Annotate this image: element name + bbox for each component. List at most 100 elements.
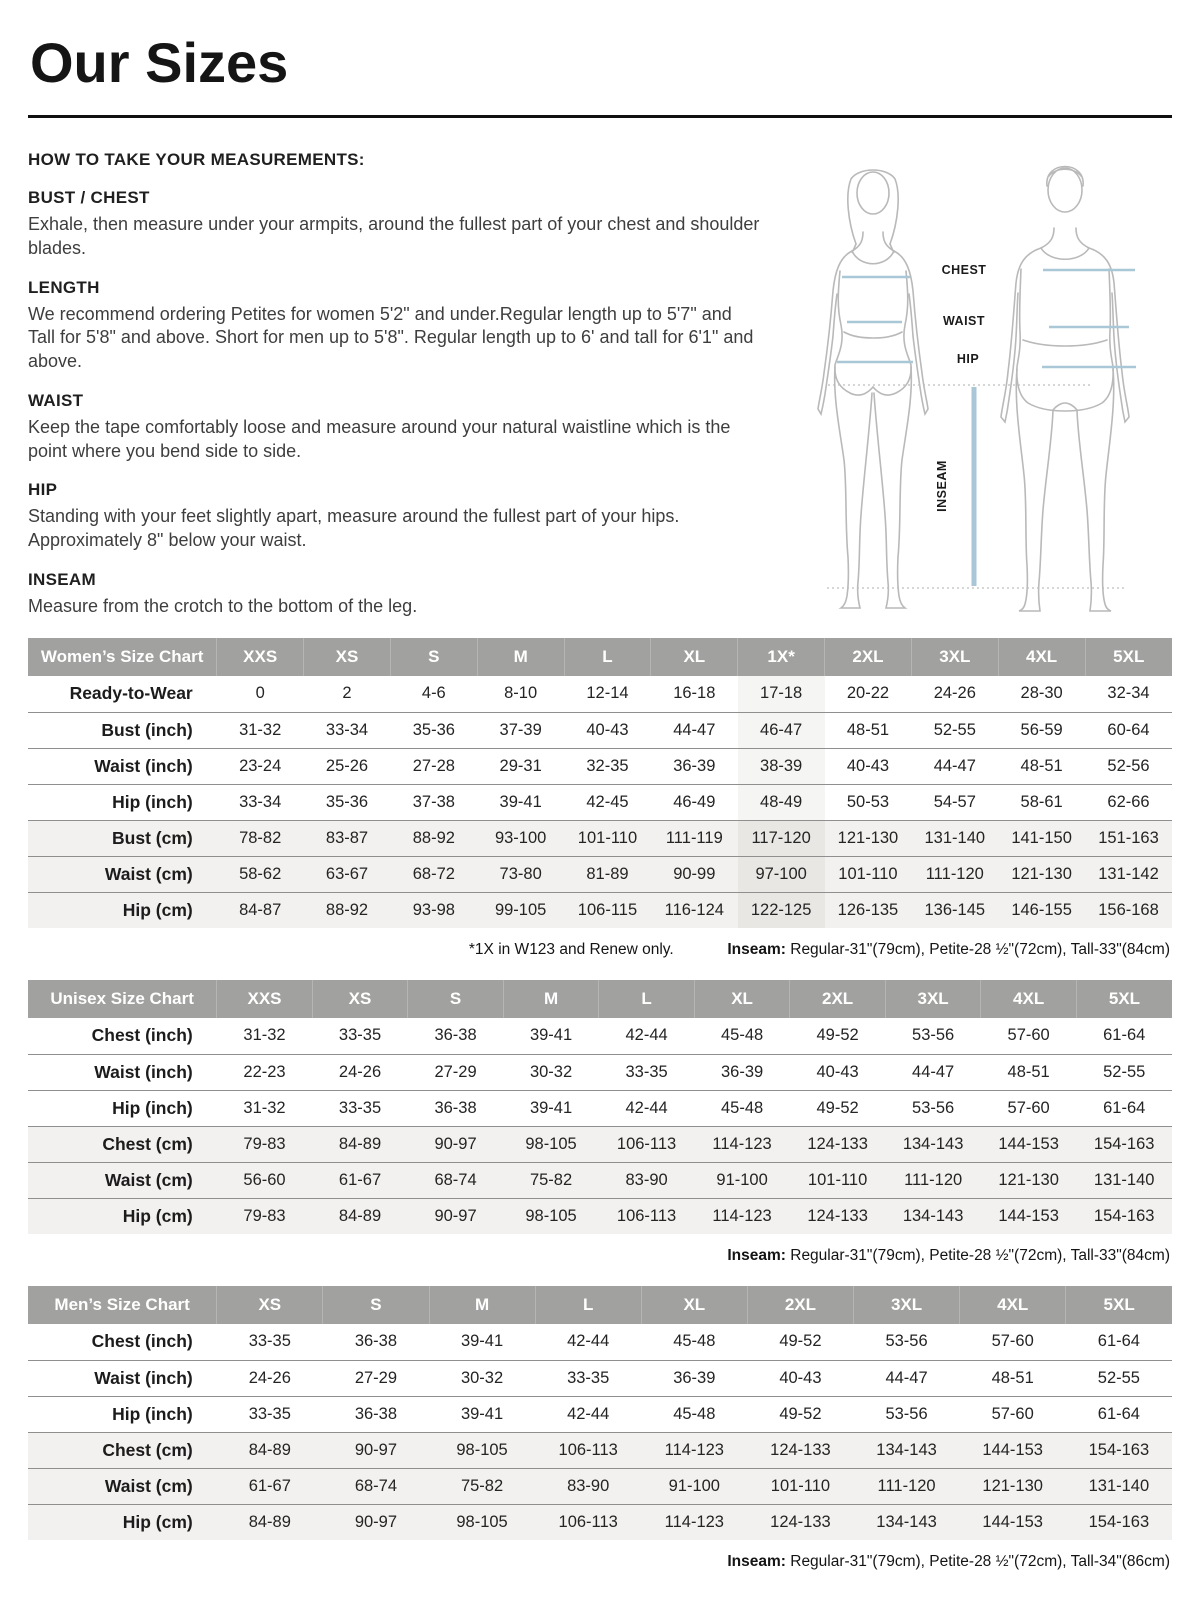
size-value-cell: 49-52: [816, 1098, 859, 1117]
size-column-header: 2XL: [789, 980, 886, 1018]
size-value-cell: 124-133: [770, 1512, 831, 1531]
size-value-cell: 90-97: [434, 1134, 477, 1153]
size-column-header: L: [534, 1286, 642, 1324]
size-value-cell: 90-99: [673, 864, 716, 883]
table-row: Waist (inch) 23-24 25-26 27-28 29-31 32-35 36-…: [28, 748, 1172, 784]
size-column-header: M: [476, 638, 565, 676]
size-value-cell: 136-145: [924, 900, 986, 919]
size-value-cell: 63-67: [325, 864, 369, 883]
size-column-header: XXS: [216, 980, 313, 1018]
size-value-cell: 45-48: [673, 1332, 716, 1351]
size-value-cell: 36-39: [720, 1062, 764, 1081]
women-figure: [817, 169, 929, 609]
size-column-header: 4XL: [959, 1286, 1066, 1324]
size-value-cell: 98-105: [456, 1440, 508, 1459]
size-value-cell: 141-150: [1011, 828, 1072, 847]
size-value-cell: 39-41: [460, 1332, 504, 1351]
size-value-cell: 38-39: [737, 748, 825, 784]
size-value-cell: 48-51: [846, 720, 890, 739]
size-value-cell: 144-153: [998, 1206, 1059, 1225]
size-column-header: XL: [640, 1286, 748, 1324]
waist-label: WAIST: [943, 314, 985, 328]
footnote-inseam-label: Inseam:: [727, 941, 786, 958]
size-value-cell: 156-168: [1098, 900, 1159, 919]
title-divider: [28, 115, 1172, 118]
table-row: Waist (inch) 22-23 24-26 27-29 30-32 33-35 36-…: [28, 1054, 1172, 1090]
size-value-cell: 31-32: [243, 1098, 286, 1117]
table-row: Waist (cm) 58-62 63-67 68-72 73-80 81-89 90-99…: [28, 856, 1172, 892]
size-value-cell: 134-143: [902, 1134, 964, 1153]
section-body: Measure from the crotch to the bottom of…: [28, 595, 418, 616]
size-value-cell: 90-97: [434, 1206, 477, 1225]
size-value-cell: 36-38: [354, 1332, 398, 1351]
size-value-cell: 88-92: [412, 828, 455, 847]
size-column-header: 1X*: [737, 638, 825, 676]
size-column-header: 3XL: [884, 980, 981, 1018]
size-value-cell: 57-60: [991, 1332, 1034, 1351]
size-value-cell: 24-26: [338, 1062, 382, 1081]
size-value-cell: 39-41: [499, 792, 542, 811]
row-label: Chest (cm): [102, 1133, 193, 1154]
size-value-cell: 45-48: [720, 1026, 764, 1045]
size-column-header: XS: [311, 980, 408, 1018]
size-value-cell: 37-39: [499, 720, 542, 739]
size-value-cell: 131-142: [1098, 864, 1159, 883]
size-value-cell: 52-55: [1103, 1062, 1146, 1081]
unisex-size-chart-title: Unisex Size Chart: [28, 980, 217, 1018]
section-title: INSEAM: [28, 569, 96, 589]
size-value-cell: 33-35: [567, 1368, 610, 1387]
size-value-cell: 27-29: [354, 1368, 398, 1387]
section-title: HIP: [28, 480, 58, 500]
size-column-header: XXS: [216, 638, 304, 676]
size-value-cell: 31-32: [243, 1026, 286, 1045]
size-value-cell: 68-72: [412, 864, 455, 883]
table-row: Chest (inch) 33-35 36-38 39-41 42-44 45-48 49-…: [28, 1324, 1172, 1360]
row-label: Hip (inch): [112, 1097, 193, 1118]
section-hip: HIP Standing with your feet slightly apa…: [28, 480, 786, 553]
size-value-cell: 121-130: [837, 828, 899, 847]
size-value-cell: 91-100: [668, 1476, 720, 1495]
size-value-cell: 36-38: [354, 1404, 398, 1423]
size-value-cell: 40-43: [816, 1062, 859, 1081]
table-row: Waist (cm) 56-60 61-67 68-74 75-82 83-90 91-10…: [28, 1162, 1172, 1198]
footnote-inseam-label: Inseam:: [727, 1553, 786, 1570]
size-value-cell: 114-123: [664, 1440, 724, 1459]
size-value-cell: 84-89: [248, 1440, 291, 1459]
size-value-cell: 111-120: [904, 1170, 963, 1189]
size-value-cell: 35-36: [412, 720, 455, 739]
size-value-cell: 33-35: [338, 1098, 382, 1117]
unisex-size-chart-block: Unisex Size Chart XXS XS S M L XL 2XL 3XL 4XL 5XL C…: [28, 980, 1172, 1265]
size-value-cell: 79-83: [243, 1134, 286, 1153]
size-value-cell: 146-155: [1011, 900, 1072, 919]
size-value-cell: 46-49: [673, 792, 716, 811]
hip-label: HIP: [957, 352, 979, 366]
footnote-asterisk-note: *1X in W123 and Renew only.: [468, 941, 674, 958]
size-value-cell: 98-105: [525, 1134, 577, 1153]
size-value-cell: 33-35: [625, 1062, 668, 1081]
size-value-cell: 39-41: [529, 1098, 573, 1117]
size-value-cell: 106-113: [616, 1206, 677, 1225]
size-value-cell: 62-66: [1107, 792, 1150, 811]
size-value-cell: 25-26: [325, 756, 369, 775]
row-label: Hip (inch): [112, 791, 193, 812]
size-value-cell: 151-163: [1098, 828, 1159, 847]
size-column-header: 4XL: [997, 638, 1086, 676]
size-column-header: M: [428, 1286, 536, 1324]
size-value-cell: 52-55: [1097, 1368, 1140, 1387]
size-column-header: XS: [216, 1286, 323, 1324]
size-value-cell: 78-82: [239, 828, 282, 847]
size-value-cell: 144-153: [998, 1134, 1059, 1153]
size-tables-area: Women’s Size Chart XXS XS S M L XL 1X* 2XL 3XL 4XL…: [28, 638, 1172, 1571]
size-value-cell: 53-56: [912, 1098, 955, 1117]
section-title: BUST / CHEST: [28, 188, 150, 207]
table-row: Hip (inch) 31-32 33-35 36-38 39-41 42-44 45-48…: [28, 1090, 1172, 1126]
size-value-cell: 52-55: [933, 720, 976, 739]
size-value-cell: 0: [255, 684, 265, 703]
size-column-header: 5XL: [1075, 980, 1172, 1018]
size-value-cell: 144-153: [982, 1512, 1043, 1531]
size-value-cell: 106-113: [558, 1512, 618, 1531]
footnote-inseam-note: Inseam: Regular-31"(79cm), Petite-28 ½"(…: [727, 1247, 1170, 1264]
womens-size-chart-title: Women’s Size Chart: [28, 638, 217, 676]
size-value-cell: 93-100: [494, 828, 547, 847]
size-value-cell: 98-105: [525, 1206, 577, 1225]
